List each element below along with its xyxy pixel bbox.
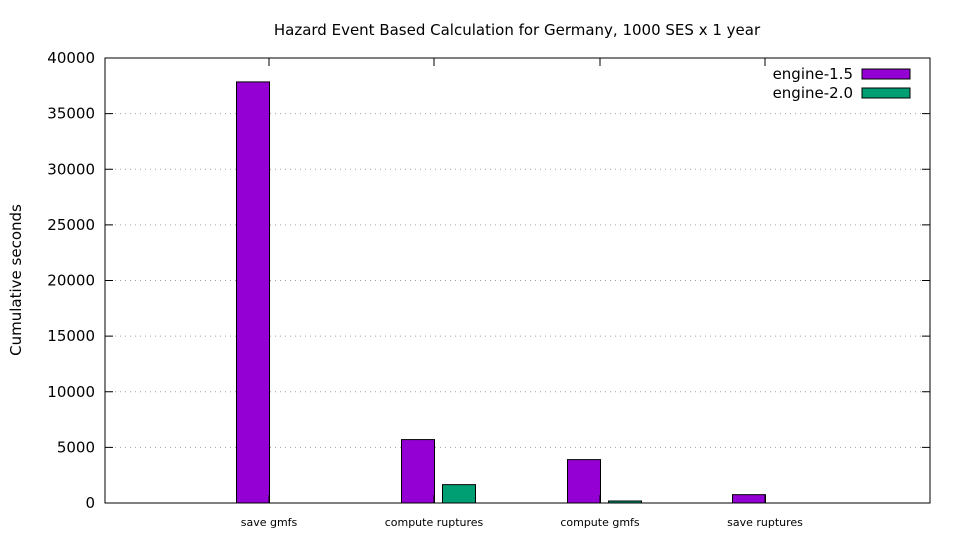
- y-tick-label-4: 20000: [47, 272, 95, 290]
- chart-title: Hazard Event Based Calculation for Germa…: [274, 21, 761, 39]
- bar-engine-1.5-save-gmfs: [236, 81, 270, 504]
- y-tick-label-6: 30000: [47, 160, 95, 178]
- legend-swatch-engine-2.0: [861, 87, 911, 99]
- y-tick-labels: 0 5000 10000 15000 20000 25000 30000 35000 40000: [47, 49, 95, 512]
- y-tick-label-5: 25000: [47, 216, 95, 234]
- legend-label-engine-1.5: engine-1.5: [773, 65, 853, 83]
- gridlines: [105, 113, 930, 448]
- x-tick-label-0: save gmfs: [241, 516, 298, 529]
- y-tick-label-8: 40000: [47, 49, 95, 67]
- bar-engine-2.0-compute-ruptures: [442, 484, 476, 504]
- y-tick-label-1: 5000: [57, 438, 95, 456]
- y-tick-label-0: 0: [85, 494, 95, 512]
- plot-frame: [104, 57, 931, 504]
- x-tick-label-1: compute ruptures: [385, 516, 484, 529]
- legend-label-engine-2.0: engine-2.0: [773, 84, 853, 102]
- y-tick-label-2: 10000: [47, 383, 95, 401]
- bars: [236, 81, 766, 504]
- y-tick-label-7: 35000: [47, 105, 95, 123]
- axis-ticks: [105, 57, 930, 504]
- y-tick-label-3: 15000: [47, 327, 95, 345]
- bar-engine-1.5-compute-gmfs: [567, 459, 601, 504]
- x-tick-label-2: compute gmfs: [560, 516, 640, 529]
- x-tick-label-3: save ruptures: [727, 516, 803, 529]
- legend-swatch-engine-1.5: [861, 68, 911, 80]
- bar-engine-1.5-compute-ruptures: [401, 439, 435, 504]
- bar-engine-1.5-save-ruptures: [732, 494, 766, 504]
- y-axis-label: Cumulative seconds: [7, 204, 25, 356]
- x-tick-labels: save gmfs compute ruptures compute gmfs sav…: [241, 516, 803, 529]
